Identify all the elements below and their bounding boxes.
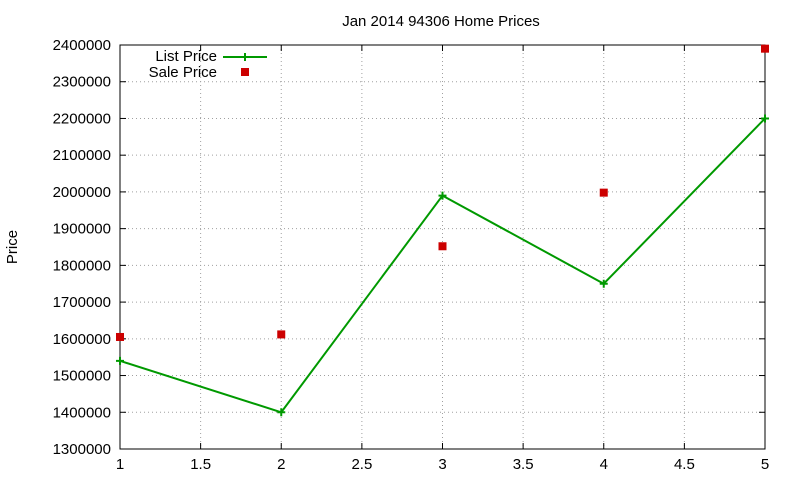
y-tick-label: 1300000 <box>53 441 111 458</box>
series-sale-price <box>116 44 769 341</box>
x-tick-label: 4.5 <box>674 456 695 473</box>
y-tick-label: 1900000 <box>53 221 111 238</box>
x-tick-label: 1.5 <box>190 456 211 473</box>
y-tick-label: 2000000 <box>53 184 111 201</box>
data-point-sale-price <box>599 188 608 197</box>
y-tick-label: 1800000 <box>53 257 111 274</box>
series-list-price <box>116 114 769 417</box>
y-tick-label: 1400000 <box>53 404 111 421</box>
data-point-list-price <box>277 408 286 417</box>
y-tick-label: 1700000 <box>53 294 111 311</box>
y-tick-label: 2300000 <box>53 74 111 91</box>
x-tick-label: 3 <box>438 456 446 473</box>
legend: List Price Sale Price <box>149 48 267 81</box>
tick-labels: 1 1.5 2 2.5 3 3.5 4 4.5 5 1300000 1400000 1500000 16… <box>53 37 770 473</box>
plot-frame <box>119 44 766 450</box>
y-tick-label: 2100000 <box>53 147 111 164</box>
y-tick-label: 1500000 <box>53 368 111 385</box>
x-tick-label: 2 <box>277 456 285 473</box>
x-tick-label: 5 <box>761 456 769 473</box>
legend-marker-sale-price <box>241 68 249 76</box>
y-axis-label: Price <box>4 230 21 264</box>
grid-lines <box>120 45 765 449</box>
legend-marker-list-price <box>241 53 249 61</box>
legend-label-list-price: List Price <box>155 48 217 65</box>
data-point-list-price <box>599 279 608 288</box>
data-point-sale-price <box>277 330 286 339</box>
chart-title: Jan 2014 94306 Home Prices <box>342 13 540 30</box>
series-layer <box>116 44 769 417</box>
x-tick-label: 2.5 <box>351 456 372 473</box>
y-tick-label: 2400000 <box>53 37 111 54</box>
x-tick-label: 4 <box>600 456 608 473</box>
data-point-sale-price <box>438 242 447 251</box>
y-tick-label: 2200000 <box>53 110 111 127</box>
data-point-sale-price <box>761 44 769 53</box>
data-point-list-price <box>761 114 769 123</box>
legend-label-sale-price: Sale Price <box>149 64 217 81</box>
data-point-list-price <box>116 356 124 365</box>
x-tick-label: 3.5 <box>513 456 534 473</box>
data-point-sale-price <box>116 332 124 341</box>
x-tick-label: 1 <box>116 456 124 473</box>
data-point-list-price <box>438 191 447 200</box>
y-tick-label: 1600000 <box>53 331 111 348</box>
